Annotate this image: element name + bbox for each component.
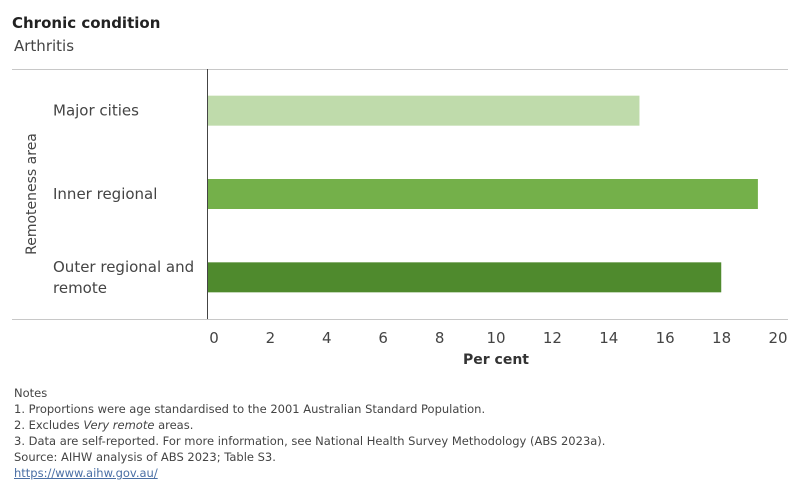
note-3: 3. Data are self-reported. For more info… [14,434,606,448]
x-tick-label-12: 12 [543,329,562,347]
x-tick-label-10: 10 [486,329,505,347]
source-note: Source: AIHW analysis of ABS 2023; Table… [14,450,276,464]
category-label-0: Major cities [53,102,139,120]
x-axis-title: Per cent [463,352,529,368]
category-label-2: Outer regional and remote [53,258,194,297]
filter-value[interactable]: Arthritis [14,37,75,55]
x-tick-label-20: 20 [768,329,787,347]
notes-section: Notes 1. Proportions were age standardis… [14,385,605,481]
x-tick-label-16: 16 [656,329,675,347]
x-tick-label-8: 8 [435,329,445,347]
y-axis-title: Remoteness area [24,133,40,255]
x-tick-label-18: 18 [712,329,731,347]
note-2-suffix: areas. [154,418,194,432]
x-tick-label-14: 14 [599,329,618,347]
note-1: 1. Proportions were age standardised to … [14,402,486,416]
x-tick-label-6: 6 [378,329,388,347]
note-2-italic: Very remote [83,418,155,432]
bar-chart: Remoteness area Major cities Inner regiona… [12,69,788,368]
category-label-1: Inner regional [53,185,157,203]
bar-0 [208,95,640,126]
bar-2 [208,262,722,293]
note-2-prefix: 2. Excludes [14,418,84,432]
x-tick-label-0: 0 [209,329,219,347]
filter-label: Chronic condition [12,14,161,32]
notes-heading: Notes [14,386,48,400]
x-tick-label-4: 4 [322,329,332,347]
note-2: 2. Excludes Very remote areas. [14,417,605,433]
bar-1 [208,179,758,209]
source-link[interactable]: https://www.aihw.gov.au/ [14,466,158,480]
x-tick-label-2: 2 [266,329,276,347]
